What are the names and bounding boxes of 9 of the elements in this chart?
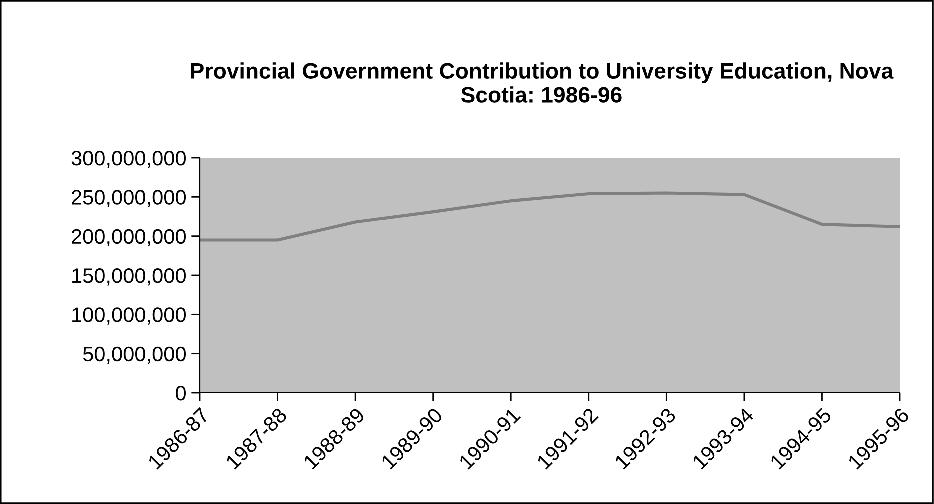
- y-tick-label: 150,000,000: [72, 268, 186, 286]
- y-tick-label: 0: [176, 386, 186, 401]
- chart-title: Provincial Government Contribution to University Education, Nova Scotia: 1986-96: [191, 62, 894, 103]
- y-tick-label: 250,000,000: [72, 190, 186, 208]
- y-tick-label: 50,000,000: [83, 346, 186, 364]
- y-tick-label: 300,000,000: [72, 151, 186, 168]
- y-tick-label: 100,000,000: [72, 308, 186, 325]
- line-series: [200, 192, 900, 242]
- y-tick-label: 200,000,000: [72, 229, 186, 247]
